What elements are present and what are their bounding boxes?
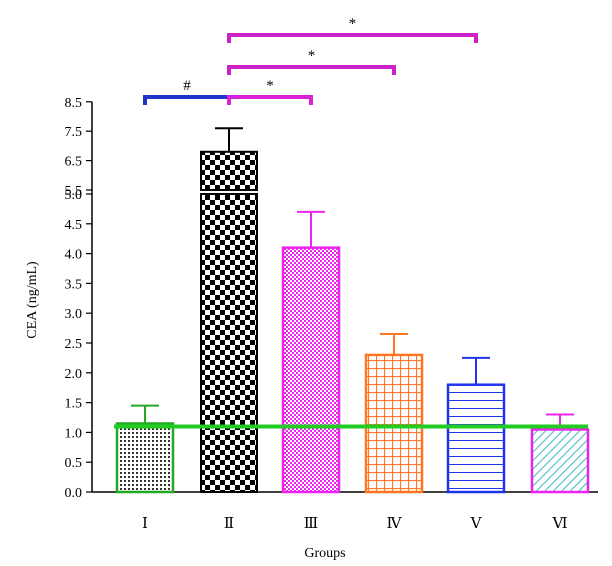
significance-brackets: # * * *	[143, 16, 478, 105]
error-bars	[131, 127, 574, 430]
x-axis-label: Groups	[304, 546, 345, 561]
y-tick-label: 2.0	[65, 367, 83, 382]
y-axis-label: CEA (ng/mL)	[25, 261, 40, 339]
x-tick-label: Ⅵ	[551, 516, 567, 532]
bar	[200, 193, 258, 493]
significance-label: *	[349, 16, 357, 32]
significance-bracket	[227, 33, 478, 43]
x-tick-label: Ⅲ	[304, 516, 318, 532]
bar	[200, 150, 258, 191]
bar	[281, 246, 341, 494]
bar	[364, 353, 424, 494]
y-tick-label: 7.5	[65, 125, 83, 140]
y-tick-label: 5.5	[65, 184, 83, 199]
y-tick-label: 6.5	[65, 155, 83, 170]
bars	[115, 150, 590, 494]
bar	[446, 383, 506, 494]
y-tick-label: 4.5	[65, 218, 83, 233]
significance-label: #	[183, 78, 191, 94]
y-tick-label: 0.5	[65, 456, 83, 471]
significance-bracket	[227, 65, 396, 75]
bar	[115, 422, 175, 494]
y-tick-label: 3.0	[65, 307, 83, 322]
y-tick-label: 1.0	[65, 426, 83, 441]
axis-break-gap	[199, 191, 259, 193]
significance-bracket	[227, 95, 313, 105]
x-tick-label: Ⅳ	[387, 516, 403, 532]
x-tick-label: Ⅴ	[470, 516, 483, 532]
y-tick-label: 2.5	[65, 337, 83, 352]
y-tick-label: 4.0	[65, 248, 83, 263]
x-tick-label: Ⅰ	[142, 516, 148, 532]
significance-bracket	[143, 95, 231, 105]
significance-label: *	[266, 78, 274, 94]
bar	[530, 428, 590, 494]
y-tick-label: 1.5	[65, 397, 83, 412]
y-tick-label: 8.5	[65, 96, 83, 111]
y-tick-label: 0.0	[65, 486, 83, 501]
y-tick-label: 5.0	[65, 188, 83, 203]
axes: 0.0 0.5 1.0 1.5 2.0 2.5 3.0 3.5 4.0 4.5 5.05.5 6.5 7…	[65, 96, 598, 532]
y-tick-label: 3.5	[65, 277, 83, 292]
significance-label: *	[308, 48, 316, 64]
x-tick-label: Ⅱ	[224, 516, 234, 532]
